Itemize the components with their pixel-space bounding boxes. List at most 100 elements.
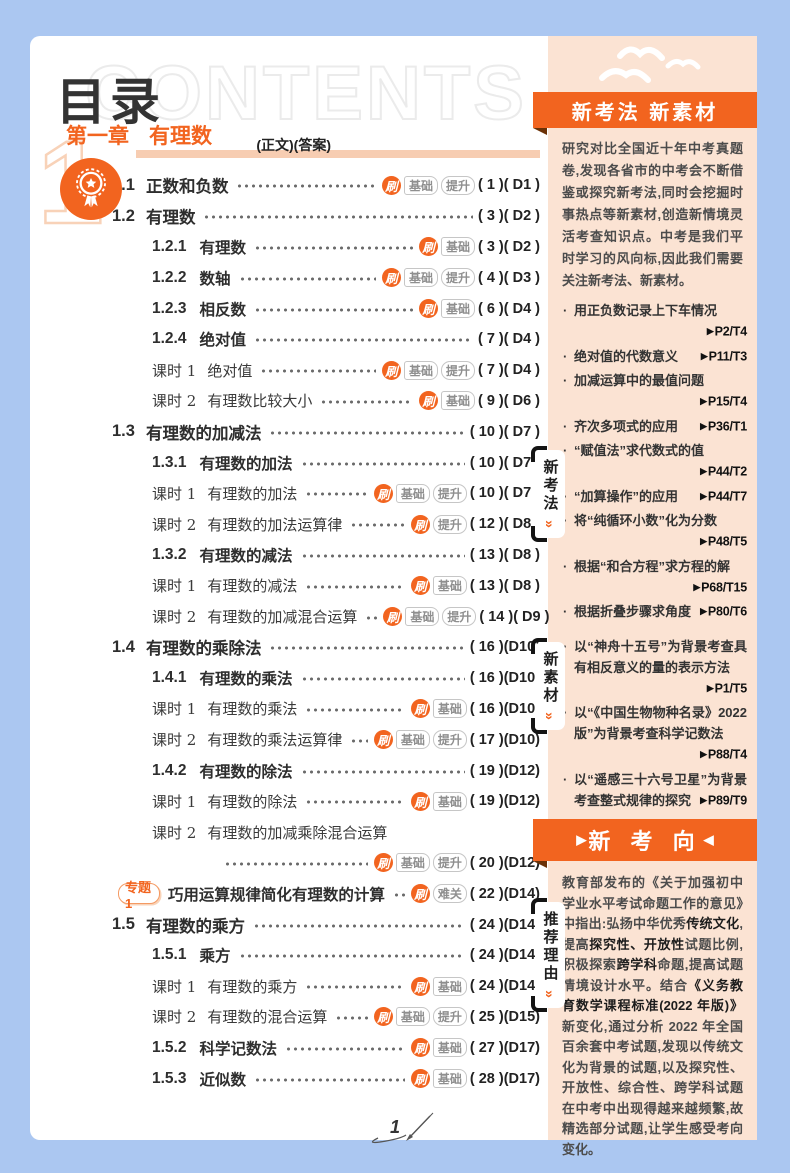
arrow-right-icon: ▶ — [700, 466, 707, 476]
arrow-right-icon: ▶ — [700, 794, 707, 805]
dot-leader — [300, 677, 465, 682]
badge-tisheng: 提升 — [432, 483, 467, 503]
tab-label: 新素材 — [541, 651, 559, 705]
badge-shua: 刷 — [373, 853, 393, 873]
toc-entry: 课时 2 有理数的加减乘除混合运算 — [112, 817, 540, 848]
bullet-text: 将“纯循环小数”化为分数 — [574, 513, 718, 528]
toc-page-ref: ( 13 )( D8 ) — [469, 546, 540, 563]
tab-new-materials: 新素材 » — [531, 638, 565, 734]
bullet-text: 用正负数记录上下车情况 — [574, 303, 718, 318]
toc-num: 1.5.1 — [152, 946, 187, 964]
toc-title: 有理数比较大小 — [207, 392, 313, 411]
toc-entry: 1.4 有理数的乘除法 ( 16 )(D10) — [112, 632, 540, 663]
page-number: 1 — [390, 1117, 401, 1137]
dot-leader — [350, 523, 405, 528]
toc-num: 1.5.3 — [152, 1069, 187, 1087]
toc-entry: 1.3.1 有理数的加法 ( 10 )( D7 ) — [112, 447, 540, 478]
toc-title: 正数和负数 — [145, 178, 229, 197]
toc-num: 1.4.2 — [152, 761, 187, 779]
toc-num: 1.2.4 — [152, 330, 187, 348]
badge-tisheng: 提升 — [432, 514, 467, 534]
sidebar-bullet-item: 将“纯循环小数”化为分数 ▶P48/T5 — [562, 510, 747, 553]
bullet-text: 根据折叠步骤求角度 — [574, 604, 692, 619]
page-number-block: 1 — [360, 1111, 450, 1151]
toc-page-ref: ( 1 )( D1 ) — [477, 177, 540, 194]
dot-leader — [254, 245, 413, 250]
arrow-right-icon: ▶ — [700, 350, 708, 361]
column-header-note: (正文)(答案) — [256, 137, 331, 153]
dot-leader — [238, 276, 376, 281]
banner-fold-corner — [533, 861, 547, 868]
toc-title: 有理数的加减法 — [145, 424, 262, 443]
toc-entry: 1.5.3 近似数 刷基础( 28 )(D17) — [112, 1063, 540, 1094]
toc-title: 乘方 — [199, 948, 231, 966]
toc-num: 课时 2 — [152, 1008, 197, 1027]
badge-shua: 刷 — [381, 360, 401, 380]
toc-page-ref: ( 24 )(D14) — [469, 916, 540, 933]
banner-new-methods-materials: 新考法 新素材 — [533, 92, 757, 135]
toc-title: 有理数的减法 — [199, 547, 293, 565]
badge-shua: 刷 — [410, 976, 430, 996]
badge-shua: 刷 — [410, 576, 430, 596]
toc-num: 课时 2 — [152, 392, 197, 411]
arrow-right-icon: ▶ — [700, 490, 707, 501]
dot-leader — [269, 646, 465, 651]
toc-entry: 课时 1 有理数的乘方 刷基础( 24 )(D14) — [112, 971, 540, 1002]
dot-leader — [300, 553, 465, 558]
toc-page-ref: ( 27 )(D17) — [469, 1039, 540, 1056]
toc-entry: 课时 1 有理数的减法 刷基础( 13 )( D8 ) — [112, 570, 540, 601]
toc-title: 有理数的除法 — [207, 792, 298, 811]
dot-leader — [254, 338, 473, 343]
bullet-page-ref: ▶P36/T1 — [700, 419, 747, 433]
arrow-right-icon: ▶ — [700, 749, 707, 759]
badge-jichu: 基础 — [395, 483, 430, 503]
badge-shua: 刷 — [418, 391, 438, 411]
badge-jichu: 基础 — [432, 1038, 467, 1058]
dot-leader — [254, 307, 413, 312]
dot-leader — [305, 707, 405, 712]
dot-leader — [269, 430, 465, 435]
toc-entry: 1.2.1 有理数 刷基础( 3 )( D2 ) — [112, 232, 540, 263]
arrow-right-icon: ▶ — [700, 536, 707, 546]
toc-entry: 1.2.4 绝对值 ( 7 )( D4 ) — [112, 324, 540, 355]
sidebar-bullet-item: 根据折叠步骤求角度 ▶P80/T6 — [562, 601, 747, 623]
badge-jichu: 基础 — [403, 175, 438, 195]
sidebar-bullet-item: 根据“和合方程”求方程的解 ▶P68/T15 — [562, 556, 747, 599]
toc-title: 有理数的加减混合运算 — [207, 608, 358, 627]
toc-entry: 课时 1 绝对值 刷基础 提升( 7 )( D4 ) — [112, 355, 540, 386]
decorative-bar — [136, 150, 540, 158]
toc-list: 1.1 正数和负数刷基础 提升( 1 )( D1 ) 1.2 有理数( 3 )( D2 … — [112, 170, 549, 1094]
toc-num: 课时 2 — [152, 823, 197, 842]
dot-leader — [300, 769, 465, 774]
toc-title: 科学记数法 — [199, 1040, 277, 1058]
badge-jichu: 基础 — [432, 791, 467, 811]
toc-title: 有理数的加减乘除混合运算 — [207, 823, 388, 842]
bullet-page-ref: ▶P88/T4 — [700, 747, 747, 762]
toc-page-ref: ( 12 )( D8 ) — [469, 516, 540, 533]
toc-entry: 1.4.1 有理数的乘法 ( 16 )(D10) — [112, 663, 540, 694]
bullet-text: 以“遥感三十六号卫星”为背景考查整式规律的探究 — [574, 771, 747, 808]
badge-shua: 刷 — [410, 791, 430, 811]
bullet-page-ref: ▶P48/T5 — [700, 534, 747, 549]
badge-jichu: 基础 — [440, 299, 475, 319]
toc-page-ref: ( 25 )(D15) — [469, 1008, 540, 1025]
bullet-page-ref: ▶P68/T15 — [693, 580, 747, 594]
dot-leader — [305, 584, 405, 589]
sidebar-bullet-item: 绝对值的代数意义 ▶P11/T3 — [562, 346, 747, 368]
toc-entry: 1.2.2 数轴 刷基础 提升( 4 )( D3 ) — [112, 262, 540, 293]
bullet-page-ref: ▶P15/T4 — [700, 394, 747, 409]
new-method-list: 用正负数记录上下车情况 ▶P2/T4 绝对值的代数意义 ▶P11/T3 加减运算中的最值… — [562, 300, 747, 623]
toc-title: 数轴 — [199, 270, 231, 288]
badge-jichu: 基础 — [432, 1069, 467, 1088]
toc-num: 课时 2 — [152, 515, 197, 534]
badge-shua: 刷 — [410, 514, 430, 534]
toc-num: 1.3.1 — [152, 453, 187, 471]
toc-title: 有理数的除法 — [199, 763, 293, 781]
badge-tisheng: 提升 — [440, 360, 475, 380]
toc-entry: 1.3.2 有理数的减法 ( 13 )( D8 ) — [112, 540, 540, 571]
toc-title: 有理数 — [199, 239, 246, 257]
toc-entry: 1.2.3 相反数 刷基础( 6 )( D4 ) — [112, 293, 540, 324]
bullet-text: 以“神舟十五号”为背景考查具有相反意义的量的表示方法 — [574, 638, 747, 675]
dot-leader — [300, 461, 465, 466]
